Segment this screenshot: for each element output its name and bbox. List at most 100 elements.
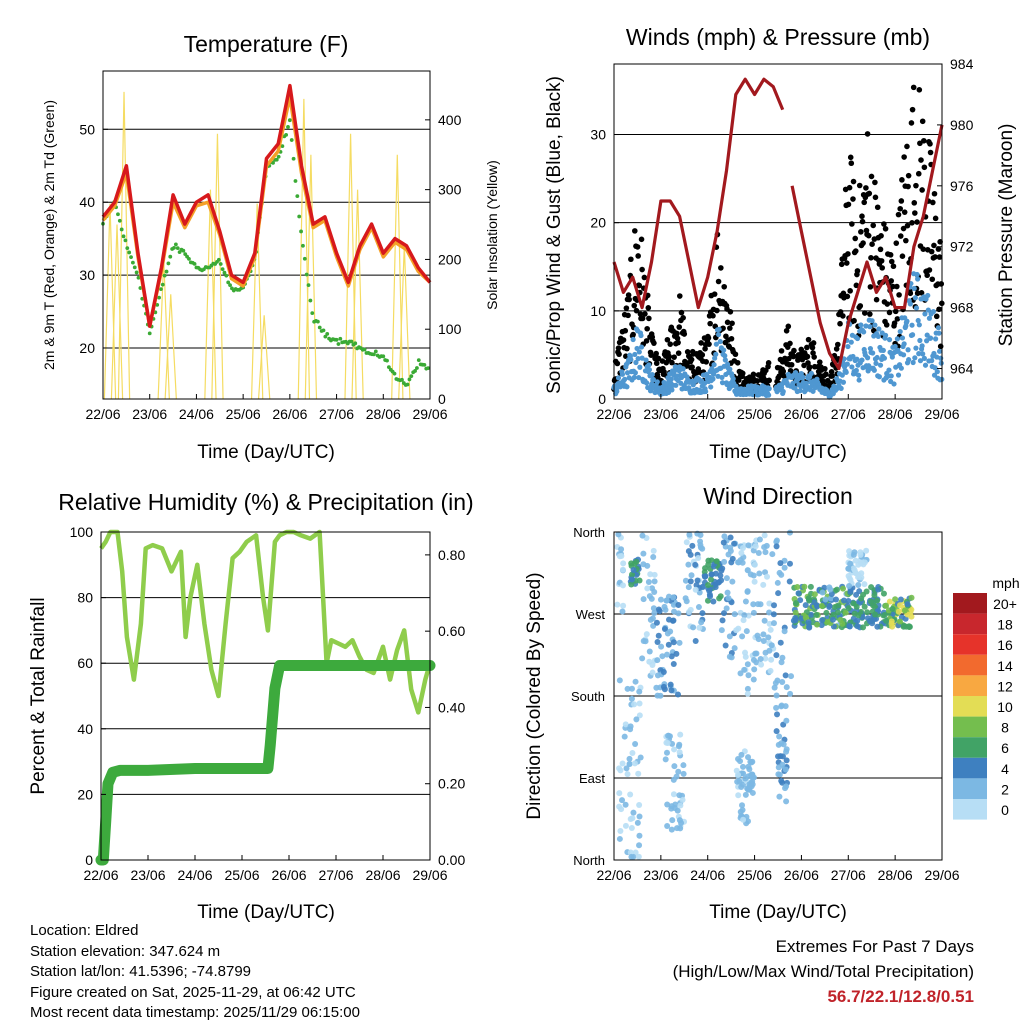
solar-spike [250,203,264,400]
gust-point [642,311,648,317]
direction-point [692,561,699,568]
gust-point [867,311,873,317]
legend-label: 20+ [993,596,1017,612]
gust-point [820,378,826,385]
gust-point [894,283,900,290]
gust-point [886,309,893,316]
y2-tick-label: 0.80 [438,547,465,563]
gust-point [847,288,853,294]
direction-point [726,633,733,640]
direction-point [614,601,621,608]
direction-point [806,623,813,630]
direction-point [668,687,675,694]
solar-ylabel: Solar Insolation (Yellow) [484,160,500,310]
direction-point [752,543,759,550]
winds-panel: Winds (mph) & Pressure (mb) 22/06 23/06 24… [544,24,1017,463]
y2-tick-label: 100 [438,321,462,337]
wind-point [886,337,893,343]
direction-point [721,558,728,565]
direction-point [745,754,752,761]
winds-plot-frame [613,63,943,400]
wind-point [715,331,722,338]
humidity-xlabel: Time (Day/UTC) [197,902,335,923]
direction-point [671,746,678,753]
direction-point [883,602,890,609]
direction-point [651,578,658,585]
direction-xlabel: Time (Day/UTC) [709,902,847,923]
latest-text: Most recent data timestamp: 2025/11/29 0… [30,1004,360,1021]
wind-point [897,328,903,335]
direction-point [888,620,895,627]
humidity-panel: Relative Humidity (%) & Precipitation (i… [28,489,474,923]
gust-point [809,344,816,351]
direction-point [676,749,683,756]
gust-point [914,219,920,225]
dewpoint-point [323,334,328,339]
dewpoint-point [284,132,289,137]
x-tick-label: 22/06 [83,867,118,883]
direction-point [811,591,818,598]
direction-point [720,539,727,546]
dewpoint-point [297,214,302,219]
wind-point [646,362,652,368]
gust-point [865,232,872,239]
gust-point [804,344,810,351]
direction-point [760,631,767,638]
direction-point [846,583,853,590]
wind-point [633,359,639,366]
dewpoint-point [162,273,167,278]
gust-point [636,282,643,289]
gust-point [920,246,927,253]
direction-point [783,684,790,691]
y-tick-label: 30 [590,127,606,143]
direction-point [622,801,629,808]
dewpoint-point [228,283,232,288]
humidity-line [99,529,433,715]
direction-point [650,554,657,561]
direction-point [716,579,723,586]
gust-point [852,248,859,254]
wind-point [717,338,723,345]
dewpoint-point [302,256,307,261]
gust-point [840,313,846,319]
direction-point [633,571,640,578]
direction-point [861,581,868,588]
temperature-title: Temperature (F) [184,31,349,57]
wind-point [730,376,736,382]
x-tick-label: 25/06 [737,406,772,422]
gust-point [648,352,654,358]
wind-point [853,367,859,374]
wind-point [861,329,867,335]
direction-point [636,813,643,820]
direction-point [828,591,835,598]
x-tick-label: 22/06 [85,406,120,422]
direction-point [618,546,625,553]
direction-point [646,593,653,600]
direction-point [620,560,627,567]
dewpoint-point [381,354,386,359]
direction-point [814,603,821,610]
wind-point [624,384,630,390]
direction-point [627,791,634,798]
direction-point [731,645,738,652]
direction-point [787,690,794,697]
direction-point [664,651,671,658]
wind-point [909,332,916,338]
wind-point [854,335,861,342]
direction-point [845,598,852,605]
gust-point [626,296,632,303]
gust-point [867,284,874,290]
gust-point [674,335,681,342]
gust-point [829,373,835,379]
direction-point [633,716,640,723]
direction-point [773,704,780,711]
gust-point [904,222,911,229]
wind-point [708,384,714,390]
direction-point [649,662,656,669]
wind-point [713,341,719,347]
direction-point [773,543,780,550]
direction-point [788,673,795,680]
wind-point [710,376,716,382]
direction-point [628,824,635,831]
